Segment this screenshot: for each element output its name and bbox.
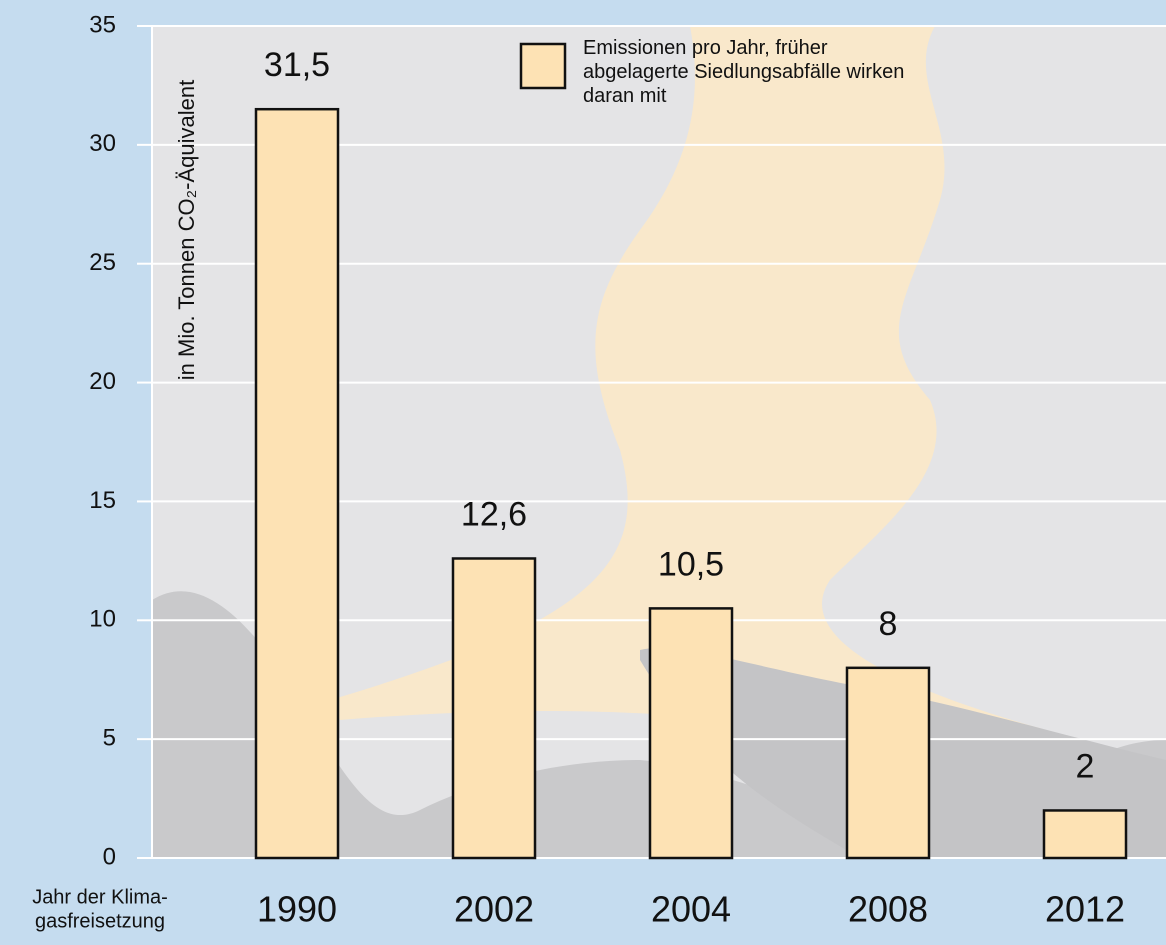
bar	[451, 557, 537, 860]
x-tick-label: 2012	[1045, 889, 1125, 930]
bar	[845, 666, 931, 860]
y-tick-label: 0	[103, 843, 116, 870]
y-tick-label: 25	[89, 249, 116, 276]
y-tick-label: 35	[89, 11, 116, 38]
data-label: 31,5	[264, 46, 330, 84]
data-label: 2	[1076, 747, 1095, 785]
bar	[648, 607, 734, 860]
y-axis-label: in Mio. Tonnen CO₂-Äquivalent	[174, 80, 199, 380]
legend: Emissionen pro Jahr, früher abgelagerte …	[583, 37, 905, 107]
bar	[254, 107, 340, 860]
y-tick-label: 15	[89, 487, 116, 514]
y-tick-label: 5	[103, 724, 116, 751]
x-axis-label: Jahr der Klima-	[32, 886, 168, 908]
x-tick-label: 2002	[454, 889, 534, 930]
smoke	[330, 26, 1166, 800]
marks: 31,5 12,6 10,5 8 2	[254, 46, 1128, 860]
x-tick-label: 1990	[257, 889, 337, 930]
y-tick-label: 10	[89, 606, 116, 633]
y-tick-label: 20	[89, 368, 116, 395]
data-label: 10,5	[658, 545, 724, 583]
bar	[1042, 809, 1128, 860]
x-tick-label: 2008	[848, 889, 928, 930]
legend-text: Emissionen pro Jahr, früher abgelagerte …	[583, 37, 905, 107]
x-tick-label: 2004	[651, 889, 731, 930]
data-label: 12,6	[461, 495, 527, 533]
data-label: 8	[879, 605, 898, 643]
legend-swatch	[519, 42, 567, 90]
x-axis-label: gasfreisetzung	[35, 910, 165, 932]
y-tick-label: 30	[89, 130, 116, 157]
